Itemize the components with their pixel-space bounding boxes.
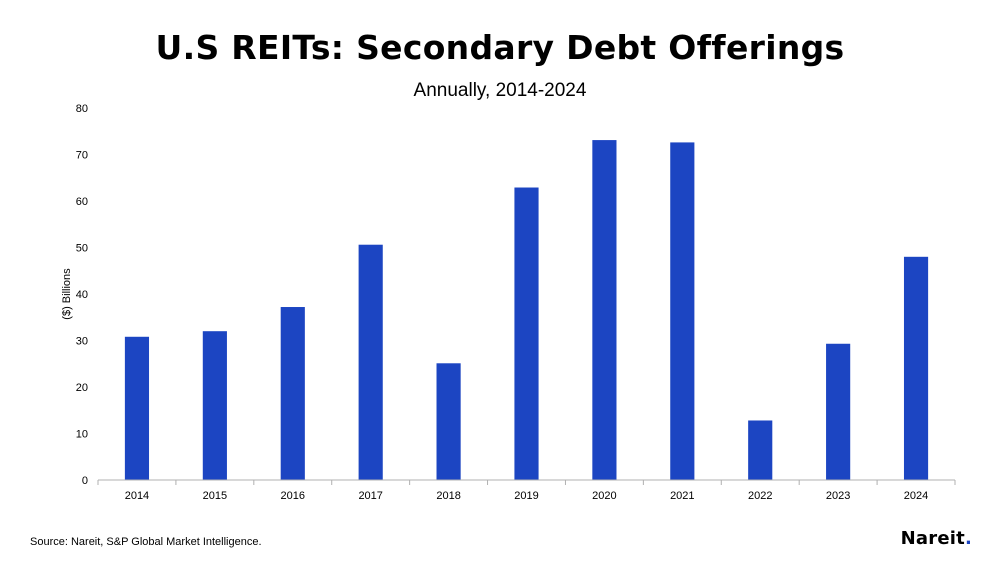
x-tick-label: 2014 [125,490,149,502]
y-tick-label: 70 [76,150,88,162]
bar-2017 [358,244,383,480]
bars [124,140,929,480]
y-tick-label: 60 [76,196,88,208]
x-tick-label: 2023 [826,490,850,502]
x-tick-label: 2019 [514,490,538,502]
x-tick-label: 2024 [904,490,928,502]
source-note: Source: Nareit, S&P Global Market Intell… [30,536,262,548]
x-tick-label: 2018 [436,490,460,502]
bar-2019 [514,187,539,480]
chart-subtitle: Annually, 2014-2024 [413,80,587,101]
y-tick-label: 50 [76,243,88,255]
x-tick-label: 2016 [281,490,305,502]
x-tick-label: 2021 [670,490,694,502]
bar-2022 [748,420,773,480]
x-tick-label: 2020 [592,490,616,502]
bar-2016 [280,307,305,480]
bar-2023 [826,343,851,480]
y-tick-label: 30 [76,336,88,348]
y-axis-label: ($) Billions [61,268,73,320]
chart-title: U.S REITs: Secondary Debt Offerings [155,28,845,67]
nareit-logo: Nareit. [901,528,972,549]
y-tick-label: 40 [76,289,88,301]
bar-2021 [670,142,695,480]
bar-2014 [124,336,150,480]
x-tick-label: 2015 [203,490,227,502]
bar-2015 [202,331,227,480]
y-axis-ticks: 0 10 20 30 40 50 60 70 80 [76,103,88,487]
x-axis-ticks: 2014 2015 2016 2017 2018 2019 2020 2021 2022 2023… [97,480,956,502]
y-tick-label: 80 [76,103,88,115]
y-tick-label: 10 [76,429,88,441]
bar-2024 [903,256,929,480]
logo-text: Nareit [900,528,965,549]
bar-2020 [592,140,617,480]
bar-2018 [436,363,461,480]
y-tick-label: 0 [82,475,88,487]
logo-dot: . [964,528,972,549]
y-tick-label: 20 [76,382,88,394]
x-tick-label: 2017 [358,490,382,502]
x-tick-label: 2022 [748,490,772,502]
